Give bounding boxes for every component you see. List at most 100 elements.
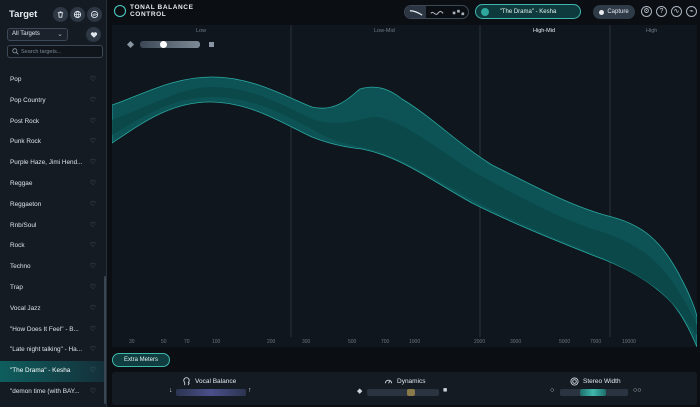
delete-icon[interactable] (53, 7, 68, 22)
freq-label: 30 (129, 339, 135, 345)
target-item-label: Pop (10, 76, 22, 83)
heart-icon[interactable]: ♡ (89, 367, 96, 375)
spectrum-svg (112, 25, 697, 347)
head-icon (183, 377, 190, 386)
target-range-band (112, 76, 697, 347)
signal-icon[interactable]: ∿ (671, 6, 682, 17)
wide-stereo-icon: ○○ (633, 387, 642, 394)
meter-view-button[interactable] (447, 6, 468, 18)
heart-icon[interactable]: ♡ (89, 76, 96, 83)
app-logo-icon (114, 5, 126, 17)
spectrum-graph: Low Low-Mid High-Mid High 30 50 70 100 2… (112, 25, 697, 347)
target-item-label: Vocal Jazz (10, 304, 41, 312)
target-list-item[interactable]: Reggaeton ♡ (0, 195, 104, 216)
target-list-scrollbar[interactable] (104, 276, 106, 404)
dynamics-title: Dynamics (397, 378, 426, 385)
app-title: TONAL BALANCE CONTROL (130, 4, 194, 18)
heart-icon[interactable]: ♡ (89, 96, 96, 104)
freq-label: 10000 (622, 339, 636, 345)
band-label-high[interactable]: High (646, 28, 658, 34)
mono-icon: ○ (550, 387, 555, 394)
search-box[interactable] (7, 45, 103, 58)
target-item-label: Purple Haze, Jimi Hend... (10, 159, 83, 167)
heart-icon[interactable]: ♡ (89, 159, 96, 167)
heart-icon[interactable]: ♡ (89, 221, 96, 229)
settings-gear-icon[interactable]: ⚙ (641, 6, 652, 17)
search-input[interactable] (21, 47, 99, 57)
slider-thumb[interactable] (160, 41, 167, 48)
capture-label: Capture (607, 9, 629, 15)
heart-icon[interactable]: ♡ (89, 325, 96, 333)
target-list-item[interactable]: "Late night talking" - Ha... ♡ (0, 340, 104, 361)
curve-icon (409, 9, 422, 16)
target-list-item[interactable]: Purple Haze, Jimi Hend... ♡ (0, 153, 104, 174)
target-list-item[interactable]: Reggae ♡ (0, 174, 104, 195)
heart-icon[interactable]: ♡ (89, 387, 96, 395)
favorites-filter-button[interactable] (86, 27, 101, 42)
target-list-item[interactable]: "The Drama" - Kesha ♡ (0, 361, 104, 382)
preset-icon (481, 8, 489, 16)
extra-meters-button[interactable]: Extra Meters (112, 353, 170, 367)
search-icon (12, 48, 19, 55)
chevron-down-icon: ⌄ (57, 31, 63, 38)
heart-icon[interactable]: ♡ (89, 138, 96, 146)
stereo-icon (570, 377, 579, 386)
preset-selector[interactable]: "The Drama" - Kesha (475, 4, 581, 19)
izotope-connect-icon[interactable]: ⌁ (686, 6, 697, 17)
capture-button[interactable]: Capture (593, 5, 635, 19)
heart-icon[interactable]: ♡ (89, 304, 96, 312)
target-list-item[interactable]: Punk Rock ♡ (0, 132, 104, 153)
freq-label: 100 (212, 339, 221, 345)
target-item-label: Reggae (10, 179, 33, 187)
target-list-item[interactable]: Rnb/Soul ♡ (0, 216, 104, 237)
dynamics-header: Dynamics (384, 377, 426, 386)
heart-icon[interactable]: ♡ (89, 346, 96, 354)
target-item-label: "The Drama" - Kesha (10, 367, 71, 375)
fine-view-button[interactable] (426, 6, 447, 18)
target-list-item[interactable]: Post Rock ♡ (0, 112, 104, 133)
target-item-label: Trap (10, 283, 23, 291)
stereo-width-meter (560, 389, 628, 396)
target-range-core (112, 87, 697, 335)
help-icon[interactable]: ? (656, 6, 667, 17)
preset-label: "The Drama" - Kesha (499, 8, 557, 15)
freq-label: 700 (381, 339, 390, 345)
target-item-label: Punk Rock (10, 138, 41, 146)
freq-label: 300 (302, 339, 311, 345)
meters-panel: Vocal Balance ↓ ↑ Dynamics ◆ ■ Stereo Wi… (112, 372, 697, 405)
target-list-item[interactable]: Pop Country ♡ (0, 91, 104, 112)
heart-icon[interactable]: ♡ (89, 283, 96, 291)
target-list-item[interactable]: Vocal Jazz ♡ (0, 299, 104, 320)
target-item-label: Techno (10, 263, 31, 271)
target-list-item[interactable]: "demon time (with BAY... ♡ (0, 382, 104, 403)
globe-icon[interactable] (70, 7, 85, 22)
waveform-icon[interactable] (87, 7, 102, 22)
freq-label: 5000 (559, 339, 571, 345)
target-item-label: Pop Country (10, 96, 46, 104)
target-filter-value: All Targets (12, 31, 40, 37)
target-item-label: Rnb/Soul (10, 221, 37, 229)
freq-label: 2000 (474, 339, 486, 345)
target-item-label: "Late night talking" - Ha... (10, 346, 83, 354)
target-list-item[interactable]: "How Does It Feel" - B... ♡ (0, 320, 104, 341)
target-list-item[interactable]: Rock ♡ (0, 236, 104, 257)
band-label-low[interactable]: Low (196, 28, 207, 34)
target-list-item[interactable]: Trap ♡ (0, 278, 104, 299)
meter-icon (452, 9, 464, 15)
dynamics-indicator (407, 389, 415, 396)
broad-view-button[interactable] (405, 6, 426, 18)
heart-icon[interactable]: ♡ (89, 179, 96, 187)
heart-icon[interactable]: ♡ (89, 200, 96, 208)
heart-icon[interactable]: ♡ (89, 263, 96, 271)
heart-icon[interactable]: ♡ (89, 117, 96, 125)
target-filter-select[interactable]: All Targets ⌄ (7, 28, 68, 41)
band-label-low-mid[interactable]: Low-Mid (374, 28, 395, 34)
heart-icon[interactable]: ♡ (89, 242, 96, 250)
averaging-slider[interactable] (140, 41, 200, 48)
stereo-width-fill (580, 389, 606, 396)
target-list-item[interactable]: Pop ♡ (0, 70, 104, 91)
diamond-icon: ◆ (357, 388, 363, 395)
band-label-high-mid[interactable]: High-Mid (533, 28, 556, 34)
target-list-item[interactable]: Techno ♡ (0, 257, 104, 278)
target-list: Pop ♡ Pop Country ♡ Post Rock ♡ Punk Rock ♡ Purp… (0, 70, 104, 405)
